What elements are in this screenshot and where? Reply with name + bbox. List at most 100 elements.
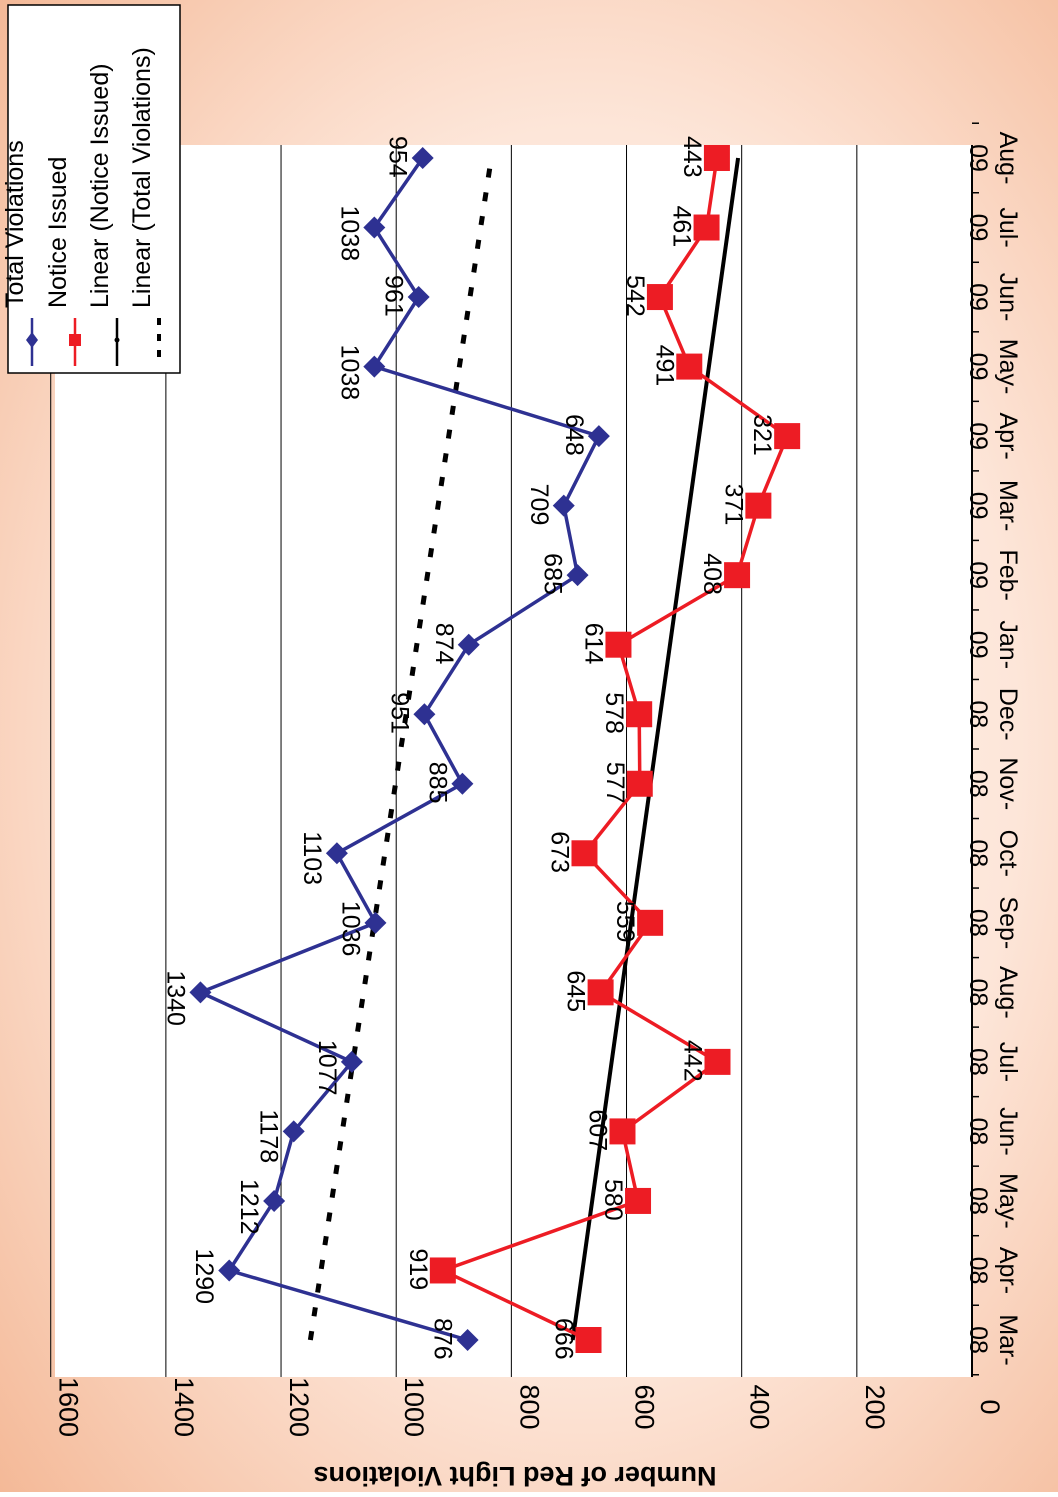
notice-issued-point	[625, 1187, 652, 1214]
trendlines	[307, 157, 741, 1341]
y-axis-title-group: Number of Red Light Violations	[313, 1461, 716, 1491]
total-violations-point	[587, 425, 610, 448]
notice-issued-label: 321	[748, 414, 776, 456]
total-violations-label: 709	[525, 484, 553, 526]
data-labels: 876 1290 1212 1178 1077 1340 1036 1103 885 951 874…	[161, 136, 776, 1360]
x-tick-label: Sep-08	[964, 896, 1022, 949]
total-violations-point	[411, 146, 434, 169]
notice-issued-label: 578	[600, 692, 628, 734]
notice-issued-label: 408	[698, 553, 726, 595]
x-tick-label: Mar-08	[964, 1314, 1022, 1365]
legend-label: Notice Issued	[44, 157, 72, 308]
total-violations-label: 1340	[161, 970, 189, 1026]
total-violations-label: 951	[385, 692, 413, 734]
x-tick-label: Aug-08	[964, 966, 1022, 1019]
legend-label: Total Violations	[1, 140, 29, 308]
y-tick-label: 600	[630, 1384, 660, 1429]
notice-issued-point	[774, 423, 801, 450]
legend-item: Linear (Notice Issued)	[86, 63, 120, 366]
x-tick-label: Jun-08	[964, 1107, 1022, 1156]
x-tick-label: Jun-09	[964, 273, 1022, 322]
total-violations-label: 954	[384, 136, 412, 178]
notice-issued-label: 666	[550, 1318, 578, 1360]
total-violations-point	[451, 772, 474, 795]
total-violations-label: 648	[560, 414, 588, 456]
notice-issued-label: 442	[678, 1040, 706, 1082]
notice-issued-point	[587, 979, 614, 1006]
total-violations-label: 1212	[235, 1179, 263, 1235]
x-tick-label: Mar-09	[964, 480, 1022, 531]
total-violations-line	[195, 156, 602, 1342]
total-violations-point	[282, 1120, 305, 1143]
notice-issued-label: 919	[404, 1248, 432, 1290]
y-tick-label: 1200	[284, 1377, 314, 1437]
notice-issued-label: 614	[579, 623, 607, 665]
notice-issued-label: 371	[719, 484, 747, 526]
total-violations-point	[189, 981, 212, 1004]
notice-issued-point	[609, 1118, 636, 1145]
legend-item: Linear (Total Violations)	[128, 47, 161, 366]
notice-issued-point	[704, 1048, 731, 1075]
legend-diamond-marker	[26, 332, 38, 348]
axes: 0 200 400 600 800 1000 1200 1400 1600 Mar-08 Apr-0…	[54, 122, 1022, 1437]
legend-dot-marker	[114, 337, 120, 343]
y-axis-title: Number of Red Light Violations	[313, 1461, 716, 1491]
notice-issued-point	[637, 909, 664, 936]
notice-issued-point	[605, 631, 632, 658]
total-violations-label: 1103	[298, 831, 326, 885]
total-violations-label: 876	[429, 1318, 457, 1360]
notice-issued-label: 607	[583, 1109, 611, 1151]
total-violations-label: 1290	[190, 1248, 218, 1304]
y-tick-label: 400	[745, 1384, 775, 1429]
notice-issued-point	[745, 492, 772, 519]
y-tick-label: 1400	[169, 1377, 199, 1437]
x-tick-label: Jan-09	[964, 620, 1022, 669]
notice-issued-label: 580	[599, 1179, 627, 1221]
x-tick-label: Apr-08	[964, 1247, 1022, 1294]
total-violations-point	[325, 842, 348, 865]
legend-label: Linear (Notice Issued)	[86, 63, 114, 308]
total-violations-point	[218, 1259, 241, 1282]
total-violations-label: 1077	[313, 1040, 341, 1096]
x-tick-label: Oct-08	[964, 830, 1022, 877]
notice-issued-point	[626, 770, 653, 797]
total-violations-point	[457, 633, 480, 656]
notice-issued-label: 645	[562, 970, 590, 1012]
notice-issued-point	[626, 701, 653, 728]
total-violations-point	[363, 355, 386, 378]
total-violations-point	[363, 216, 386, 239]
x-tick-label: Jul-09	[964, 207, 1022, 247]
total-violations-label: 1038	[335, 206, 363, 262]
notice-issued-point	[429, 1257, 456, 1284]
legend-item: Notice Issued	[44, 157, 81, 366]
y-tick-label: 0	[975, 1399, 1005, 1414]
total-violations-label: 961	[380, 275, 408, 317]
total-violations-label: 885	[423, 762, 451, 804]
notice-issued-label: 461	[668, 206, 696, 248]
notice-issued-point	[703, 144, 730, 171]
legend-square-marker	[69, 334, 81, 346]
total-violations-label: 1038	[335, 345, 363, 401]
x-tick-label: Aug-09	[964, 132, 1022, 185]
notice-issued-point	[575, 1327, 602, 1353]
plot-area	[55, 145, 971, 1377]
notice-issued-point	[693, 214, 720, 241]
total-violations-point	[552, 494, 575, 517]
x-tick-label: May-09	[964, 339, 1022, 395]
notice-issued-label: 491	[650, 345, 678, 387]
total-violations-label: 685	[539, 553, 567, 595]
y-tick-label: 800	[514, 1384, 544, 1429]
total-violations-point	[407, 286, 430, 309]
y-tick-label: 1600	[54, 1377, 84, 1437]
x-tick-label: Feb-09	[964, 549, 1022, 600]
legend-box	[7, 4, 181, 374]
notice-issued-point	[724, 562, 751, 589]
notice-issued-point	[676, 353, 703, 380]
total-violations-point	[364, 911, 387, 934]
y-tick-label: 200	[860, 1384, 890, 1429]
total-violations-label: 874	[430, 623, 458, 665]
legend-item: Total Violations	[1, 140, 38, 366]
total-violations-label: 1036	[336, 901, 364, 957]
